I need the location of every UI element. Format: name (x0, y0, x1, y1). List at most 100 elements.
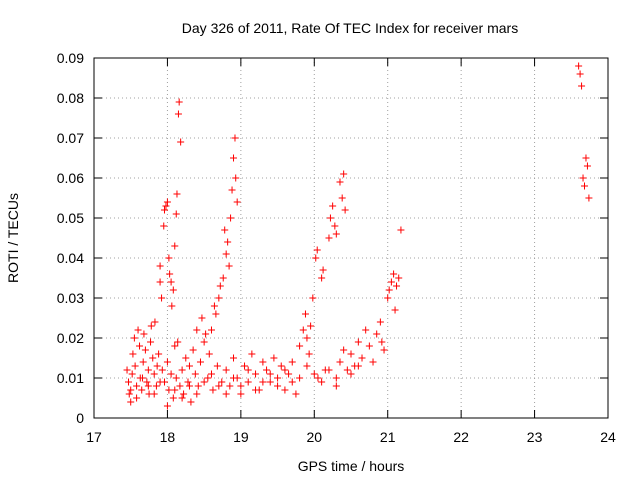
data-point (189, 346, 197, 354)
data-point (354, 338, 362, 346)
y-tick-label: 0.06 (57, 170, 84, 186)
data-point (325, 366, 333, 374)
data-point (237, 390, 245, 398)
data-point (230, 374, 238, 382)
data-point (182, 354, 190, 362)
data-point (163, 402, 171, 410)
data-point (578, 82, 586, 90)
y-tick-label: 0 (76, 410, 84, 426)
data-point (212, 310, 220, 318)
data-point (332, 382, 340, 390)
x-tick-label: 22 (453, 429, 469, 445)
data-point (166, 270, 174, 278)
data-point (125, 390, 133, 398)
data-point (171, 242, 179, 250)
data-point (248, 350, 256, 358)
data-point (177, 138, 185, 146)
y-tick-label: 0.04 (57, 250, 84, 266)
data-point (147, 338, 155, 346)
data-point (150, 370, 158, 378)
chart-title: Day 326 of 2011, Rate Of TEC Index for r… (182, 20, 518, 36)
data-point (200, 378, 208, 386)
grid-lines (94, 58, 608, 418)
data-point (309, 294, 317, 302)
data-point (123, 366, 131, 374)
data-point (384, 294, 392, 302)
data-point (233, 198, 241, 206)
data-point (338, 194, 346, 202)
data-point (579, 174, 587, 182)
x-axis-label: GPS time / hours (298, 458, 405, 474)
data-point (231, 134, 239, 142)
data-point (281, 386, 289, 394)
data-point (393, 282, 401, 290)
data-points (123, 62, 593, 410)
data-point (193, 390, 201, 398)
data-point (155, 350, 163, 358)
y-tick-label: 0.07 (57, 130, 84, 146)
data-point (288, 378, 296, 386)
data-point (313, 246, 321, 254)
x-axis-ticks: 17 18 19 20 21 22 23 24 (86, 58, 616, 445)
data-point (266, 370, 274, 378)
data-point (221, 226, 229, 234)
data-point (151, 318, 159, 326)
data-point (156, 262, 164, 270)
data-point (224, 238, 232, 246)
data-point (301, 310, 309, 318)
data-point (310, 370, 318, 378)
data-point (213, 362, 221, 370)
y-axis-ticks: 0 0.01 0.02 0.03 0.04 0.05 0.06 0.07 0.08 0.09 (57, 50, 608, 426)
data-point (140, 330, 148, 338)
x-tick-label: 18 (160, 429, 176, 445)
data-point (582, 154, 590, 162)
data-point (277, 362, 285, 370)
data-point (169, 286, 177, 294)
data-point (263, 366, 271, 374)
data-point (138, 386, 146, 394)
data-point (178, 394, 186, 402)
data-point (180, 390, 188, 398)
data-point (130, 334, 138, 342)
data-point (172, 374, 180, 382)
data-point (198, 314, 206, 322)
data-point (259, 378, 267, 386)
data-point (175, 98, 183, 106)
data-point (168, 302, 176, 310)
data-point (237, 382, 245, 390)
data-point (207, 326, 215, 334)
data-point (232, 174, 240, 182)
data-point (149, 354, 157, 362)
data-point (194, 382, 202, 390)
data-point (299, 326, 307, 334)
data-point (397, 226, 405, 234)
data-point (173, 190, 181, 198)
data-point (162, 202, 170, 210)
data-point (171, 342, 179, 350)
data-point (127, 386, 135, 394)
data-point (585, 194, 593, 202)
data-point (369, 358, 377, 366)
data-point (241, 362, 249, 370)
data-point (174, 110, 182, 118)
data-point (244, 366, 252, 374)
data-point (329, 202, 337, 210)
data-point (172, 210, 180, 218)
data-point (380, 346, 388, 354)
data-point (128, 370, 136, 378)
data-point (312, 254, 320, 262)
data-point (274, 382, 282, 390)
data-point (318, 378, 326, 386)
data-point (129, 350, 137, 358)
data-point (204, 374, 212, 382)
data-point (163, 358, 171, 366)
data-point (354, 362, 362, 370)
y-tick-label: 0.05 (57, 210, 84, 226)
data-point (347, 350, 355, 358)
data-point (225, 262, 233, 270)
data-point (331, 222, 339, 230)
data-point (285, 370, 293, 378)
data-point (230, 354, 238, 362)
data-point (307, 322, 315, 330)
